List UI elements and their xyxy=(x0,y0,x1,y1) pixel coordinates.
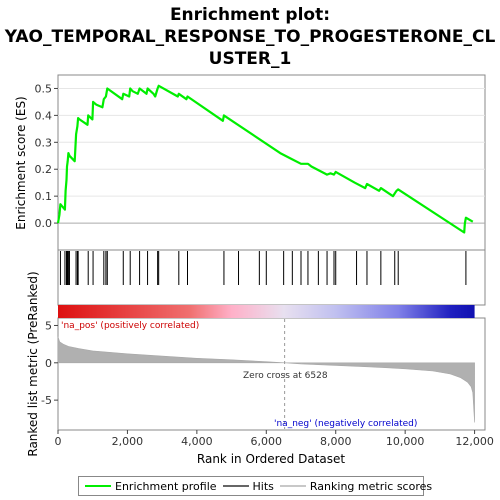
legend-swatch-metric xyxy=(279,485,306,487)
es-line-group xyxy=(56,84,474,234)
legend-swatch-enrichment xyxy=(85,485,111,487)
legend-label-metric: Ranking metric scores xyxy=(309,479,433,493)
xtick-label: 2,000 xyxy=(112,435,144,448)
legend-label-enrichment: Enrichment profile xyxy=(115,479,217,493)
es-ytick-label: 0.4 xyxy=(35,109,53,122)
rank-colorbar xyxy=(58,305,475,318)
hits-panel-frame xyxy=(57,249,486,306)
es-ytick-label: 0.2 xyxy=(35,163,53,176)
legend-swatch-hits xyxy=(222,485,249,487)
title-line-1: Enrichment plot: xyxy=(169,5,331,25)
xtick-label: 8,000 xyxy=(320,435,352,448)
pos-correlated-label: 'na_pos' (positively correlated) xyxy=(61,321,199,331)
es-ytick-label: 0.5 xyxy=(35,82,53,95)
legend-item-enrichment: Enrichment profile xyxy=(85,480,217,493)
hits-group xyxy=(59,251,467,285)
es-ytick-label: 0.3 xyxy=(35,136,53,149)
es-ytick-label: 0.1 xyxy=(35,190,53,203)
es-gridlines xyxy=(58,87,485,224)
metric-ytick-label: 0 xyxy=(45,357,52,370)
es-y-ticks: 0.0 0.1 0.2 0.3 0.4 0.5 xyxy=(35,82,58,230)
legend-item-metric: Ranking metric scores xyxy=(279,479,433,493)
enrichment-profile-line xyxy=(56,84,474,234)
chart-title: Enrichment plot: YAO_TEMPORAL_RESPONSE_T… xyxy=(0,4,500,70)
neg-correlated-label: 'na_neg' (negatively correlated) xyxy=(274,419,417,429)
title-line-2: YAO_TEMPORAL_RESPONSE_TO_PROGESTERONE_CL xyxy=(4,27,496,47)
metric-panel-frame xyxy=(57,317,486,431)
es-panel-frame xyxy=(57,74,486,251)
x-ticks: 0 2,000 4,000 6,000 8,000 10,000 12,000 xyxy=(55,430,494,448)
legend-item-hits: Hits xyxy=(222,479,274,493)
metric-y-axis-label: Ranked list metric (PreRanked) xyxy=(26,271,40,456)
xtick-label: 6,000 xyxy=(251,435,283,448)
zero-cross-label: Zero cross at 6528 xyxy=(243,371,328,381)
title-line-3: USTER_1 xyxy=(208,49,292,69)
metric-area-group xyxy=(57,319,475,429)
ranked-metric-area xyxy=(57,336,475,423)
xtick-label: 10,000 xyxy=(386,435,425,448)
metric-ytick-label: -5 xyxy=(41,394,52,407)
xtick-label: 12,000 xyxy=(455,435,494,448)
metric-ytick-label: 5 xyxy=(45,319,52,332)
xtick-label: 0 xyxy=(55,435,62,448)
x-axis-label: Rank in Ordered Dataset xyxy=(197,452,345,466)
es-y-axis-label: Enrichment score (ES) xyxy=(14,96,28,229)
metric-y-ticks: -5 0 5 xyxy=(41,319,58,407)
legend-label-hits: Hits xyxy=(252,479,274,493)
legend: Enrichment profile Hits Ranking metric s… xyxy=(78,476,432,496)
es-ytick-label: 0.0 xyxy=(35,217,53,230)
xtick-label: 4,000 xyxy=(181,435,213,448)
